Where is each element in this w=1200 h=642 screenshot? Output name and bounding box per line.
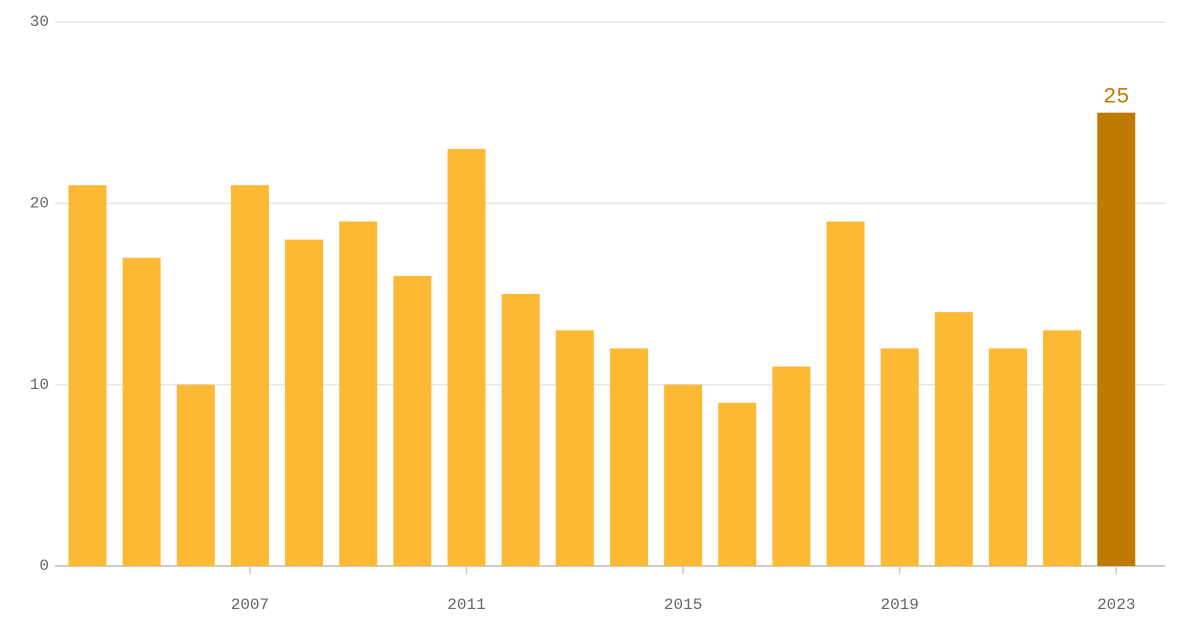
bar xyxy=(772,366,811,566)
x-tick-label: 2011 xyxy=(447,596,485,614)
bar xyxy=(122,257,161,566)
bar xyxy=(393,275,432,566)
y-tick-label: 20 xyxy=(30,195,49,213)
bar xyxy=(230,185,269,566)
bar xyxy=(609,348,648,566)
y-tick-label: 30 xyxy=(30,13,49,31)
y-tick-label: 10 xyxy=(30,376,49,394)
bar xyxy=(718,402,757,566)
bar xyxy=(664,384,703,566)
bar xyxy=(880,348,919,566)
bar xyxy=(1097,112,1136,567)
bar xyxy=(339,221,378,566)
bar xyxy=(285,239,324,566)
bar xyxy=(176,384,215,566)
x-tick-label: 2015 xyxy=(664,596,702,614)
bar xyxy=(501,294,540,566)
bar xyxy=(447,148,486,566)
bar xyxy=(826,221,865,566)
bar xyxy=(934,312,973,566)
bar xyxy=(68,185,107,566)
value-label: 25 xyxy=(1103,84,1129,109)
bar xyxy=(988,348,1027,566)
bar xyxy=(1043,330,1082,566)
x-tick-label: 2023 xyxy=(1097,596,1135,614)
x-tick-label: 2007 xyxy=(231,596,269,614)
bar xyxy=(555,330,594,566)
x-tick-label: 2019 xyxy=(880,596,918,614)
y-tick-label: 0 xyxy=(39,557,49,575)
